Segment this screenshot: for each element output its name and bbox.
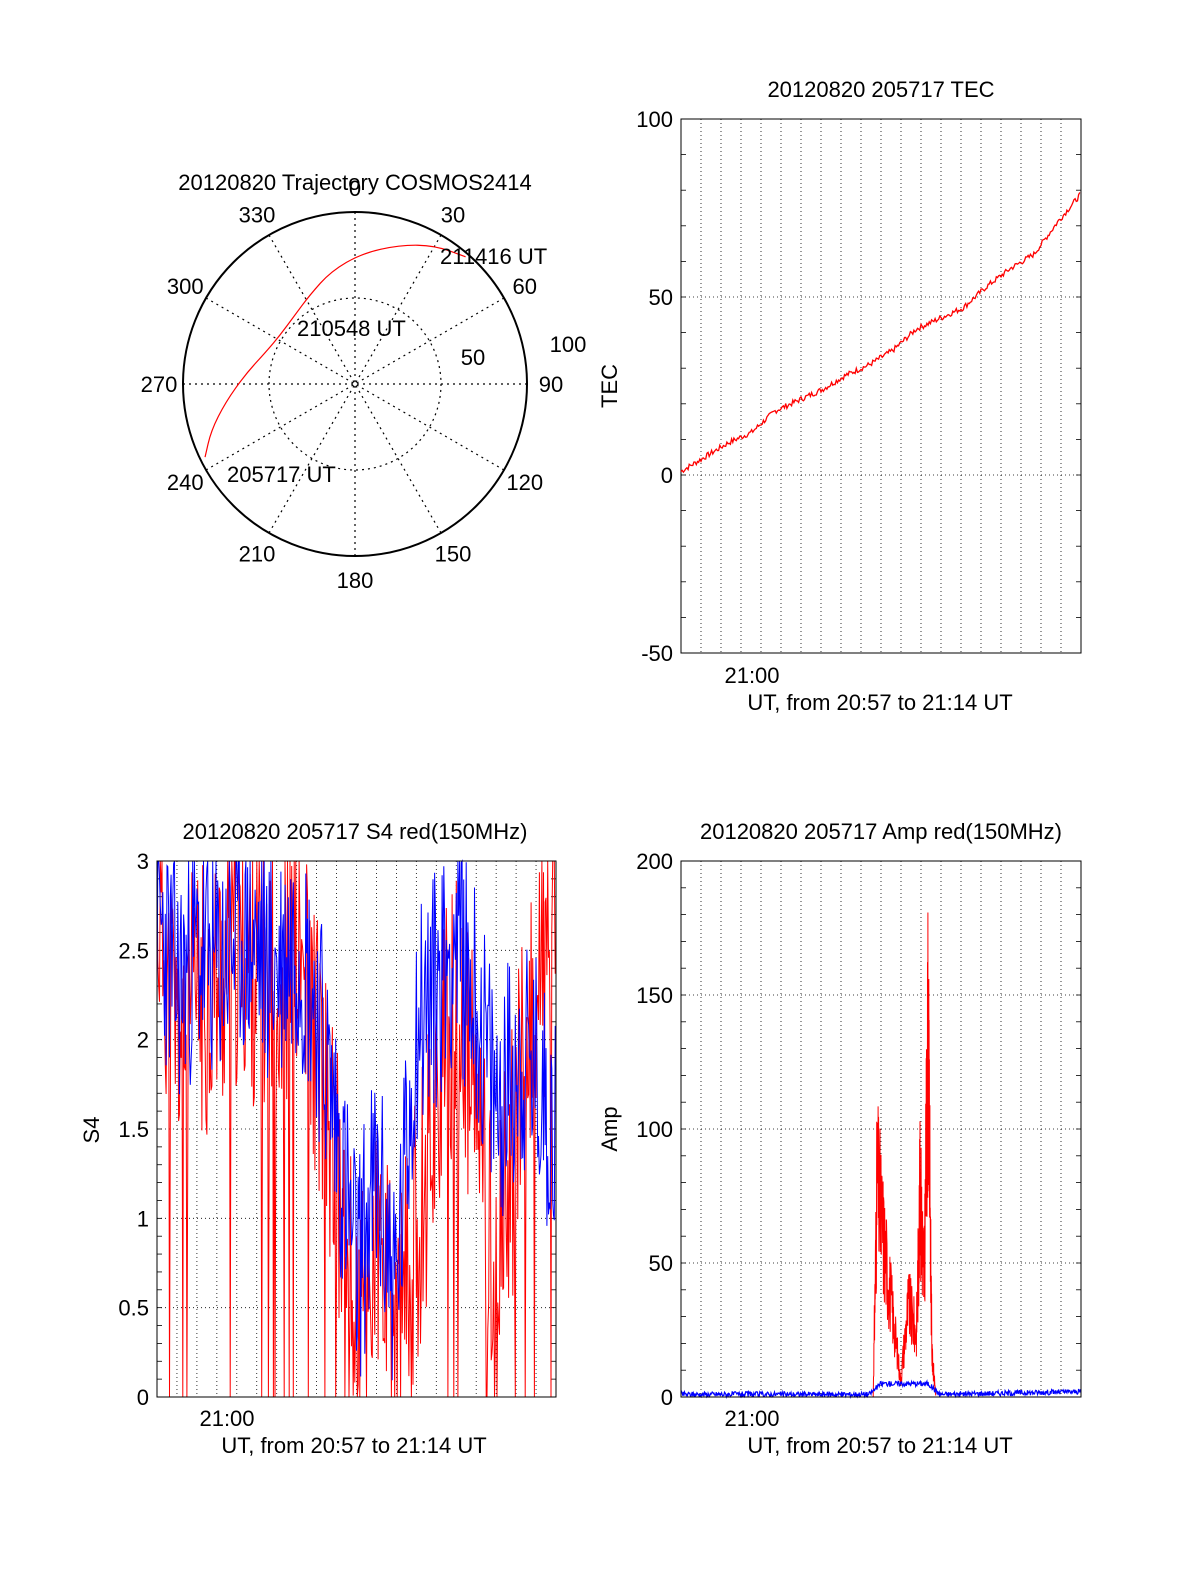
tec-ytick-label--50: -50 bbox=[641, 641, 673, 666]
polar-azimuth-label-150: 150 bbox=[435, 542, 472, 567]
amp-red-series bbox=[872, 912, 937, 1398]
polar-azimuth-label-240: 240 bbox=[167, 470, 204, 495]
tec-plot: 20120820 205717 TEC -50 0 50 100 21:00 UT, … bbox=[597, 77, 1082, 715]
s4-ytick-label-0.5: 0.5 bbox=[118, 1296, 149, 1321]
polar-plot: 20120820 Trajectory COSMOS2414 0 30 60 90 12… bbox=[141, 170, 587, 593]
amp-grid bbox=[681, 861, 1081, 1397]
polar-azimuth-label-180: 180 bbox=[337, 568, 374, 593]
amp-ytick-label-150: 150 bbox=[636, 983, 673, 1008]
s4-ytick-label-2.5: 2.5 bbox=[118, 938, 149, 963]
polar-radial-label-100: 100 bbox=[550, 332, 587, 357]
amp-title: 20120820 205717 Amp red(150MHz) bbox=[700, 819, 1062, 844]
s4-xtick-2100: 21:00 bbox=[199, 1406, 254, 1431]
polar-radial-label-50: 50 bbox=[461, 345, 485, 370]
trajectory-line bbox=[204, 244, 466, 458]
amp-ytick-label-200: 200 bbox=[636, 849, 673, 874]
s4-plot: 20120820 205717 S4 red(150MHz) 0 0.5 1 1.5 2… bbox=[79, 819, 557, 1458]
polar-azimuth-labels: 0 30 60 90 120 150 180 210 240 270 300 330 bbox=[141, 176, 564, 593]
polar-azimuth-label-90: 90 bbox=[539, 372, 563, 397]
amp-yticks: 0 50 100 150 200 bbox=[636, 849, 673, 1410]
tec-xlabel: UT, from 20:57 to 21:14 UT bbox=[747, 690, 1012, 715]
tec-ytick-label-50: 50 bbox=[649, 285, 673, 310]
amp-plot: 20120820 205717 Amp red(150MHz) 0 50 100 15… bbox=[597, 819, 1082, 1458]
tec-series-line bbox=[680, 192, 1081, 474]
s4-yticks: 0 0.5 1 1.5 2 2.5 3 bbox=[118, 849, 149, 1410]
s4-ytick-label-3: 3 bbox=[137, 849, 149, 874]
amp-ylabel: Amp bbox=[597, 1106, 622, 1151]
annotation-end: 211416 UT bbox=[440, 244, 547, 269]
amp-ytick-label-50: 50 bbox=[649, 1251, 673, 1276]
s4-blue-series bbox=[156, 859, 556, 1381]
polar-azimuth-label-0: 0 bbox=[349, 176, 361, 201]
tec-ylabel: TEC bbox=[597, 364, 622, 408]
s4-ytick-label-1.5: 1.5 bbox=[118, 1117, 149, 1142]
polar-outer-circle bbox=[182, 211, 528, 557]
polar-azimuth-label-120: 120 bbox=[506, 470, 543, 495]
s4-xlabel: UT, from 20:57 to 21:14 UT bbox=[221, 1433, 486, 1458]
tec-grid bbox=[681, 119, 1081, 653]
polar-azimuth-label-270: 270 bbox=[141, 372, 178, 397]
s4-ylabel: S4 bbox=[79, 1117, 104, 1144]
s4-ytick-label-2: 2 bbox=[137, 1028, 149, 1053]
polar-azimuth-label-210: 210 bbox=[239, 542, 276, 567]
tec-title: 20120820 205717 TEC bbox=[767, 77, 994, 102]
polar-azimuth-label-30: 30 bbox=[441, 202, 465, 227]
s4-ytick-label-1: 1 bbox=[137, 1206, 149, 1231]
tec-axes-box bbox=[680, 118, 1082, 654]
tec-ytick-label-100: 100 bbox=[636, 107, 673, 132]
tec-yticks: -50 0 50 100 bbox=[636, 107, 673, 666]
polar-azimuth-label-330: 330 bbox=[239, 202, 276, 227]
amp-ytick-label-0: 0 bbox=[661, 1385, 673, 1410]
tec-xtick-2100: 21:00 bbox=[724, 663, 779, 688]
polar-grid bbox=[183, 212, 527, 556]
amp-blue-series bbox=[680, 1379, 1081, 1400]
annotation-mid: 210548 UT bbox=[297, 316, 406, 341]
amp-axes-box bbox=[680, 860, 1082, 1398]
amp-xtick-2100: 21:00 bbox=[724, 1406, 779, 1431]
amp-xlabel: UT, from 20:57 to 21:14 UT bbox=[747, 1433, 1012, 1458]
s4-title: 20120820 205717 S4 red(150MHz) bbox=[183, 819, 528, 844]
tec-ytick-label-0: 0 bbox=[661, 463, 673, 488]
s4-ytick-label-0: 0 bbox=[137, 1385, 149, 1410]
s4-axes-box bbox=[156, 860, 557, 1398]
polar-title: 20120820 Trajectory COSMOS2414 bbox=[178, 170, 531, 195]
amp-ytick-label-100: 100 bbox=[636, 1117, 673, 1142]
polar-azimuth-label-60: 60 bbox=[512, 274, 536, 299]
annotation-start: 205717 UT bbox=[227, 462, 336, 487]
polar-azimuth-label-300: 300 bbox=[167, 274, 204, 299]
